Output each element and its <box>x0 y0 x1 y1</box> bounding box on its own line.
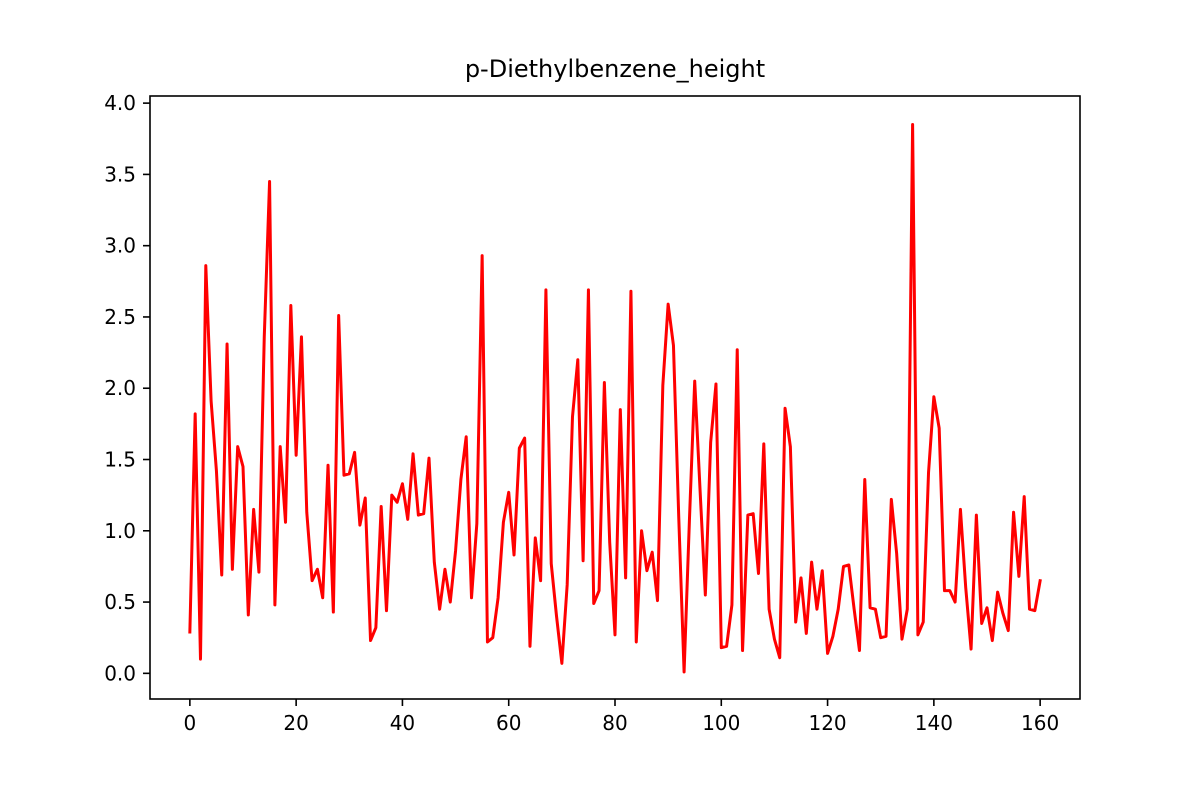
x-tick-label: 0 <box>183 711 196 735</box>
x-tick-label: 20 <box>283 711 308 735</box>
x-tick-label: 140 <box>915 711 953 735</box>
y-tick-label: 3.5 <box>104 162 136 186</box>
y-tick-label: 3.0 <box>104 234 136 258</box>
y-tick-label: 0.0 <box>104 661 136 685</box>
x-tick-label: 120 <box>808 711 846 735</box>
y-tick-label: 0.5 <box>104 590 136 614</box>
x-tick-label: 40 <box>390 711 415 735</box>
x-tick-label: 80 <box>602 711 627 735</box>
plot-area <box>188 123 1042 674</box>
y-tick-label: 4.0 <box>104 91 136 115</box>
series-line-0 <box>188 123 1042 674</box>
chart-title: p-Diethylbenzene_height <box>465 55 765 83</box>
x-tick-label: 160 <box>1021 711 1059 735</box>
x-tick-label: 60 <box>496 711 521 735</box>
y-tick-label: 2.5 <box>104 305 136 329</box>
axes-frame <box>149 95 1081 700</box>
y-axis: 0.0 0.5 1.0 1.5 2.0 2.5 3.0 3.5 4.0 <box>104 91 150 685</box>
x-axis: 0 20 40 60 80 100 120 140 160 <box>183 699 1059 735</box>
x-tick-label: 100 <box>702 711 740 735</box>
y-tick-label: 2.0 <box>104 376 136 400</box>
y-tick-label: 1.5 <box>104 448 136 472</box>
y-tick-label: 1.0 <box>104 519 136 543</box>
